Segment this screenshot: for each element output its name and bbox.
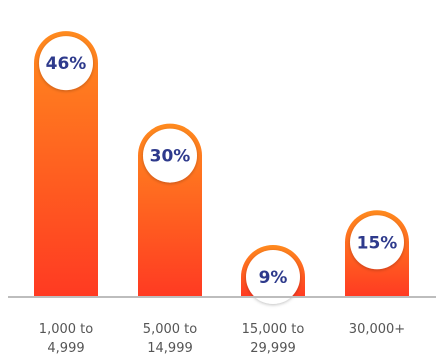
value-label-circle-2 — [246, 249, 300, 304]
x-tick-label-2: 15,000 to 29,999 — [242, 322, 305, 356]
x-tick-label-line: 4,999 — [47, 341, 84, 356]
x-tick-label-line: 29,999 — [250, 341, 296, 356]
x-tick-labels: 1,000 to 4,999 5,000 to 14,999 15,000 to 29,9… — [39, 322, 405, 356]
x-tick-label-line: 5,000 to — [143, 322, 197, 337]
x-tick-label-line: 1,000 to — [39, 322, 93, 337]
x-tick-label-line: 14,999 — [147, 341, 193, 356]
x-tick-label-line: 30,000+ — [349, 322, 405, 337]
value-label-circle-1 — [143, 128, 197, 183]
x-tick-label-3: 30,000+ — [349, 322, 405, 337]
x-tick-label-line: 15,000 to — [242, 322, 305, 337]
value-label-circle-0 — [39, 36, 93, 91]
value-label-circle-3 — [350, 215, 404, 270]
bars-layer: 46% 30% 9% 15% — [34, 31, 409, 304]
value-label-0: 46% — [46, 54, 87, 74]
value-label-2: 9% — [259, 268, 288, 288]
value-label-3: 15% — [357, 233, 398, 253]
x-tick-label-0: 1,000 to 4,999 — [39, 322, 93, 356]
x-tick-label-1: 5,000 to 14,999 — [143, 322, 197, 356]
value-label-1: 30% — [150, 147, 191, 167]
bar-0 — [34, 31, 98, 298]
